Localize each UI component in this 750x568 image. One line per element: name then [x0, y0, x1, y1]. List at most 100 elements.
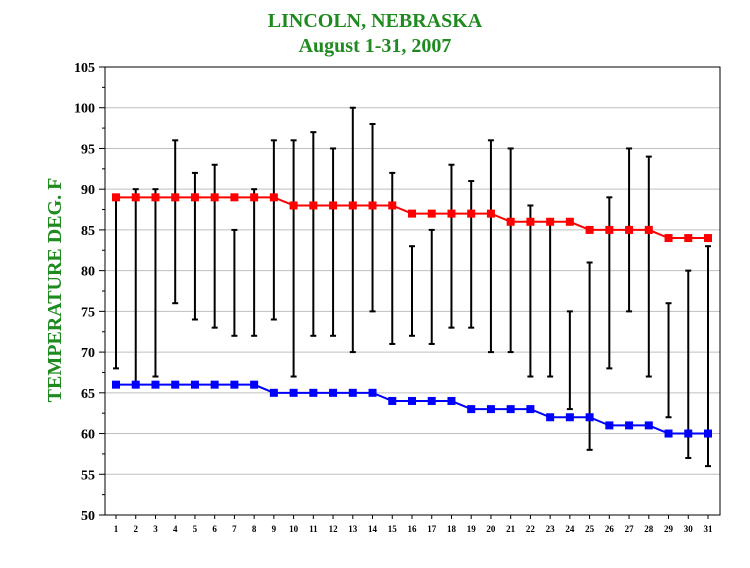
series-point: [447, 209, 456, 218]
series-point: [625, 421, 634, 430]
series-point: [348, 388, 357, 397]
series-point: [368, 388, 377, 397]
series-point: [506, 405, 515, 414]
series-point: [546, 413, 555, 422]
x-tick-label: 13: [348, 524, 358, 534]
series-point: [348, 201, 357, 210]
series-point: [408, 209, 416, 218]
x-tick-label: 31: [704, 524, 714, 534]
series-point: [467, 209, 476, 218]
x-tick-label: 2: [133, 524, 138, 534]
series-point: [131, 193, 140, 202]
x-tick-label: 24: [565, 524, 575, 534]
series-point: [388, 201, 397, 210]
series-point: [526, 217, 535, 226]
x-tick-label: 12: [329, 524, 339, 534]
x-tick-label: 8: [252, 524, 257, 534]
x-tick-label: 20: [486, 524, 496, 534]
x-tick-label: 15: [388, 524, 398, 534]
series-point: [704, 234, 712, 243]
x-tick-label: 3: [153, 524, 158, 534]
series-point: [664, 429, 673, 438]
x-tick-label: 27: [625, 524, 635, 534]
y-tick-label: 105: [74, 61, 95, 76]
y-tick-label: 80: [81, 265, 95, 280]
y-axis-label: TEMPERATURE DEG. F: [44, 178, 66, 403]
series-point: [427, 396, 436, 405]
series-point: [585, 225, 594, 234]
series-point: [230, 193, 239, 202]
series-point: [250, 193, 259, 202]
series-line: [116, 383, 708, 435]
series-point: [585, 413, 594, 422]
series-point: [250, 380, 259, 389]
series-point: [289, 201, 298, 210]
series-point: [427, 209, 436, 218]
x-tick-label: 16: [408, 524, 418, 534]
y-tick-label: 50: [81, 509, 95, 524]
x-tick-label: 21: [506, 524, 516, 534]
series-point: [210, 380, 219, 389]
series-point: [605, 421, 614, 430]
series-point: [565, 413, 574, 422]
series-point: [230, 380, 239, 389]
x-tick-label: 23: [546, 524, 556, 534]
y-tick-label: 75: [81, 305, 95, 320]
series-point: [131, 380, 140, 389]
series-line: [116, 196, 708, 240]
x-tick-label: 6: [212, 524, 217, 534]
series-point: [546, 217, 555, 226]
x-tick-label: 5: [193, 524, 198, 534]
chart-subtitle: August 1-31, 2007: [299, 35, 452, 57]
x-tick-label: 22: [526, 524, 536, 534]
series-point: [171, 380, 180, 389]
series-point: [151, 380, 160, 389]
x-tick-label: 18: [447, 524, 457, 534]
y-tick-label: 60: [81, 428, 95, 443]
y-tick-label: 55: [81, 468, 95, 483]
x-tick-label: 28: [644, 524, 654, 534]
x-tick-label: 9: [272, 524, 277, 534]
chart-title: LINCOLN, NEBRASKA: [268, 10, 483, 32]
series-point: [625, 225, 634, 234]
x-tick-label: 25: [585, 524, 595, 534]
series-point: [210, 193, 219, 202]
series-point: [644, 225, 653, 234]
series-point: [289, 388, 298, 397]
series-point: [486, 209, 495, 218]
y-tick-label: 70: [81, 346, 95, 361]
series-point: [309, 388, 318, 397]
series-point: [269, 193, 278, 202]
series-point: [506, 217, 515, 226]
y-tick-label: 100: [74, 102, 95, 117]
x-tick-label: 29: [664, 524, 674, 534]
series-point: [605, 225, 614, 234]
y-tick-label: 95: [81, 142, 95, 157]
y-axis-ticks: 50 55 60 65 70 75 80 85 90 95 100 105: [74, 61, 105, 524]
series-point: [447, 396, 456, 405]
series-point: [151, 193, 160, 202]
x-tick-label: 14: [368, 524, 378, 534]
x-tick-label: 10: [289, 524, 299, 534]
series-point: [565, 217, 574, 226]
series-point: [644, 421, 653, 430]
x-tick-label: 1: [114, 524, 119, 534]
x-axis-ticks: 1 2 3 4 5 6 7 8 9 10 11 12 13 14 15 16 17 18 19 20 21 22 23 24 2…: [114, 515, 713, 534]
series-point: [704, 429, 712, 438]
series-point: [467, 405, 476, 414]
series-point: [269, 388, 278, 397]
x-tick-label: 26: [605, 524, 615, 534]
plot-area-frame: [104, 66, 721, 516]
series-point: [190, 193, 199, 202]
series-point: [408, 396, 416, 405]
series-point: [664, 234, 673, 243]
series-point: [112, 193, 120, 202]
series-point: [190, 380, 199, 389]
x-tick-label: 7: [232, 524, 237, 534]
series-point: [171, 193, 180, 202]
series-point: [486, 405, 495, 414]
series-point: [329, 388, 338, 397]
y-tick-label: 85: [81, 224, 95, 239]
